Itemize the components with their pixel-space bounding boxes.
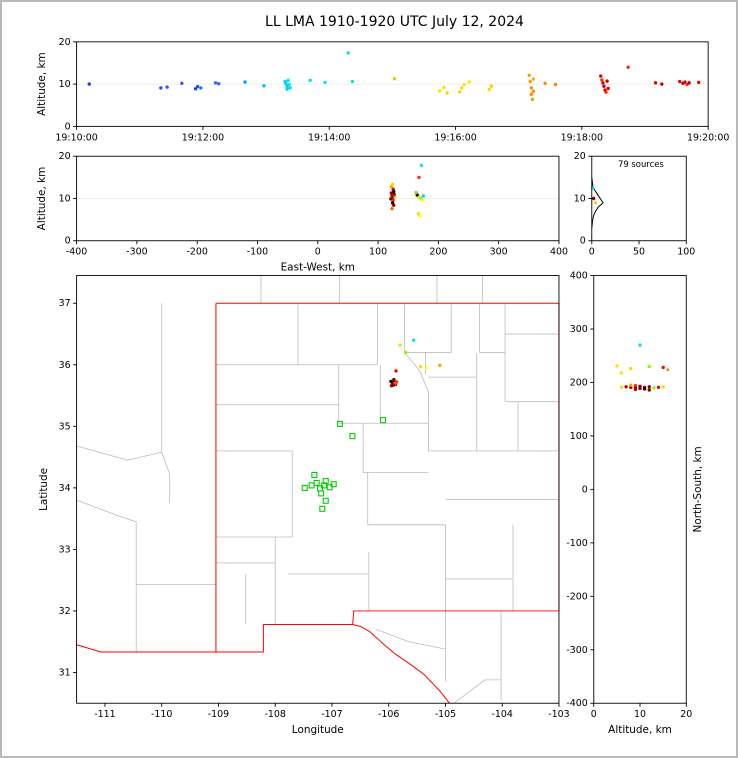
svg-text:300: 300 [490,247,508,258]
svg-text:32: 32 [59,606,71,617]
svg-text:-106: -106 [378,709,399,720]
svg-text:35: 35 [59,421,71,432]
svg-text:0: 0 [582,484,588,495]
svg-text:100: 100 [369,247,387,258]
svg-text:19:14:00: 19:14:00 [308,132,350,143]
svg-text:100: 100 [677,247,695,258]
svg-text:-200: -200 [186,247,207,258]
svg-text:10: 10 [59,193,71,204]
svg-text:34: 34 [59,483,71,494]
svg-text:Altitude, km: Altitude, km [608,724,672,736]
svg-text:-400: -400 [66,247,87,258]
svg-text:-109: -109 [208,709,229,720]
svg-text:200: 200 [429,247,447,258]
svg-text:-110: -110 [151,709,172,720]
svg-text:400: 400 [550,247,568,258]
svg-text:37: 37 [59,298,71,309]
svg-text:79 sources: 79 sources [618,159,664,169]
svg-text:Altitude, km: Altitude, km [36,167,48,231]
svg-text:10: 10 [634,709,646,720]
svg-text:-108: -108 [265,709,286,720]
svg-text:-111: -111 [94,709,115,720]
svg-text:-104: -104 [492,709,513,720]
svg-text:20: 20 [574,151,586,162]
svg-text:Latitude: Latitude [38,468,50,511]
svg-text:-300: -300 [126,247,147,258]
svg-text:10: 10 [574,193,586,204]
svg-text:-200: -200 [566,591,587,602]
svg-text:200: 200 [570,377,588,388]
svg-text:36: 36 [59,360,71,371]
svg-text:0: 0 [315,247,321,258]
svg-text:20: 20 [59,151,71,162]
svg-text:19:16:00: 19:16:00 [434,132,476,143]
svg-text:19:10:00: 19:10:00 [55,132,97,143]
svg-text:31: 31 [59,667,71,678]
svg-text:400: 400 [570,271,588,282]
svg-text:-100: -100 [566,538,587,549]
plot-title: LL LMA 1910-1920 UTC July 12, 2024 [265,14,524,30]
svg-text:Altitude, km: Altitude, km [36,52,48,116]
north-south-vs-altitude-panel: 0 10 20 -400 -300 -200 -100 0 100 200 300 400 Altitu… [566,271,704,737]
svg-text:19:20:00: 19:20:00 [687,132,729,143]
svg-text:0: 0 [580,236,586,247]
svg-text:50: 50 [633,247,645,258]
svg-text:-103: -103 [548,709,569,720]
svg-text:0: 0 [65,236,71,247]
source-count-profile-panel: 0 50 100 0 10 20 79 sources [574,151,695,257]
svg-text:-100: -100 [247,247,268,258]
altitude-vs-time-panel: 19:10:00 19:12:00 19:14:00 19:16:00 19:18:00… [36,37,730,143]
svg-text:100: 100 [570,431,588,442]
svg-text:19:18:00: 19:18:00 [561,132,603,143]
altitude-vs-east-west-panel: -400 -300 -200 -100 0 100 200 300 400 0 10 20 East-W… [36,151,568,273]
svg-text:0: 0 [65,121,71,132]
svg-text:0: 0 [589,247,595,258]
svg-text:0: 0 [591,709,597,720]
svg-text:20: 20 [680,709,692,720]
svg-text:10: 10 [59,79,71,90]
svg-text:Longitude: Longitude [292,724,344,736]
svg-text:-105: -105 [435,709,456,720]
svg-text:North-South, km: North-South, km [692,446,704,532]
svg-text:20: 20 [59,37,71,48]
svg-text:-300: -300 [566,645,587,656]
svg-text:East-West, km: East-West, km [281,262,355,274]
svg-text:-107: -107 [321,709,342,720]
svg-text:33: 33 [59,544,71,555]
plan-view-map-panel: -111 -110 -109 -108 -107 -106 -105 -104 -103 31 32… [38,275,570,736]
svg-text:300: 300 [570,324,588,335]
svg-text:19:12:00: 19:12:00 [182,132,224,143]
svg-text:-400: -400 [566,698,587,709]
